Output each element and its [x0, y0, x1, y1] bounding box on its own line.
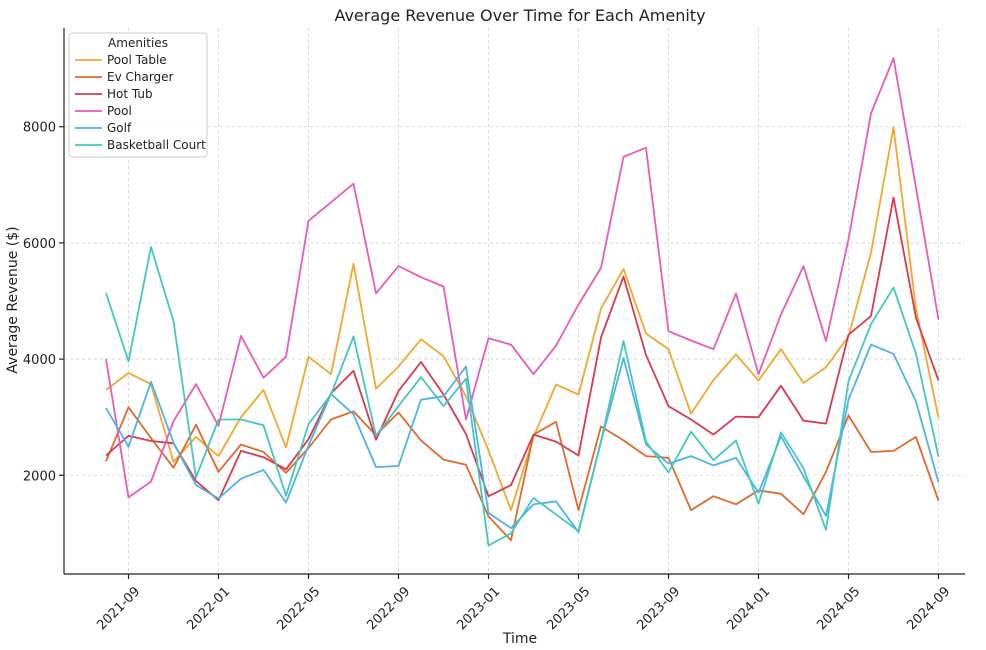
- x-tick-label: 2022-05: [274, 584, 323, 633]
- y-ticks: 2000 4000 6000 8000: [23, 121, 64, 484]
- x-tick-label: 2021-09: [94, 584, 143, 633]
- series-lines: [105, 57, 940, 547]
- x-ticks: 2021-09 2022-01 2022-05 2022-09 2023-01 2023-…: [94, 574, 953, 633]
- legend-label: Hot Tub: [107, 87, 153, 101]
- legend-title: Amenities: [108, 36, 168, 50]
- legend-label: Basketball Court: [107, 138, 206, 152]
- series-line-ev-charger: [105, 406, 940, 542]
- y-axis-label: Average Revenue ($): [5, 226, 21, 373]
- y-tick-label: 2000: [23, 469, 56, 484]
- y-tick-label: 4000: [23, 353, 56, 368]
- x-tick-label: 2024-01: [724, 584, 773, 633]
- series-line-pool-table: [105, 126, 940, 512]
- y-tick-label: 6000: [23, 237, 56, 252]
- y-tick-label: 8000: [23, 121, 56, 136]
- legend-label: Pool Table: [107, 53, 167, 67]
- legend-label: Pool: [107, 104, 132, 118]
- series-line-hot-tub: [105, 196, 940, 502]
- chart-title: Average Revenue Over Time for Each Ameni…: [334, 6, 705, 25]
- x-tick-label: 2023-05: [544, 584, 593, 633]
- legend-label: Ev Charger: [107, 70, 174, 84]
- x-tick-label: 2023-01: [454, 584, 503, 633]
- x-tick-label: 2024-09: [904, 584, 953, 633]
- x-tick-label: 2022-01: [184, 584, 233, 633]
- x-axis-label: Time: [502, 631, 537, 647]
- grid: [64, 28, 965, 574]
- x-tick-label: 2023-09: [634, 584, 683, 633]
- series-line-pool: [105, 57, 940, 499]
- legend-items: Pool Table Ev Charger Hot Tub Pool Golf Baske…: [75, 53, 206, 152]
- series-line-basketball-court: [105, 246, 940, 547]
- x-tick-label: 2022-09: [364, 584, 413, 633]
- legend-label: Golf: [107, 121, 132, 135]
- legend-box: [68, 32, 208, 158]
- x-tick-label: 2024-05: [814, 584, 863, 633]
